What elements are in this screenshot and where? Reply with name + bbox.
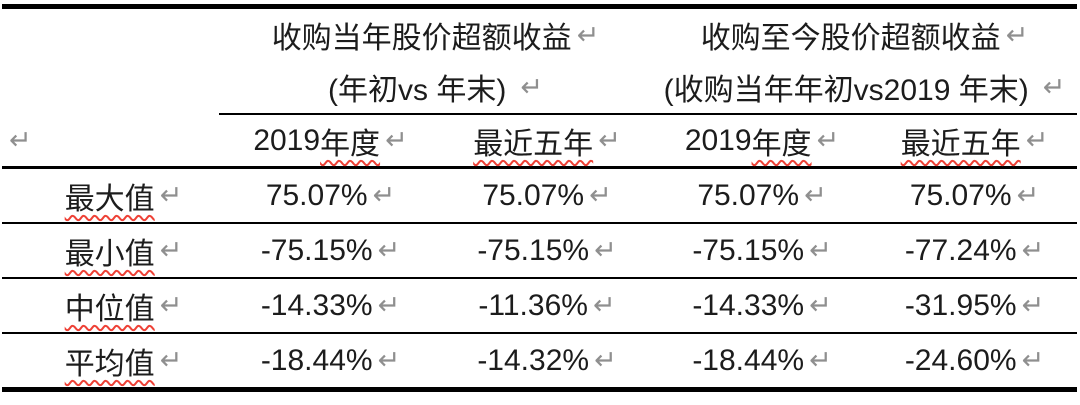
value-text: -75.15% [260, 233, 373, 267]
value-text: 75.07% [697, 178, 800, 212]
row-label: 最小值 ↵ [2, 229, 219, 273]
column-header-text: 2019 [684, 123, 752, 157]
column-header-text-flagged: 最近五年 [900, 127, 1021, 161]
column-header-5yr-b: 最近五年 ↵ [872, 119, 1077, 163]
column-header-2019-a: 2019 年度 ↵ [219, 119, 442, 163]
line-break-mark-icon: ↵ [159, 180, 183, 211]
line-break-mark-icon: ↵ [1042, 71, 1066, 103]
cell-value: 75.07% ↵ [442, 179, 652, 213]
column-header-text-flagged: 年度 [751, 127, 812, 161]
statistics-table: 收购当年股价超额收益 ↵ (年初vs 年末) ↵ 收购至今股价超额收益 ↵ (收购当年… [2, 4, 1077, 392]
value-text: 75.07% [482, 178, 585, 212]
line-break-mark-icon: ↵ [1025, 125, 1049, 156]
group-title: 收购至今股价超额收益 ↵ [701, 9, 1029, 61]
value-text: -18.44% [260, 343, 373, 377]
cell-value: -31.95% ↵ [872, 289, 1077, 323]
line-break-mark-icon: ↵ [159, 290, 183, 321]
line-break-mark-icon: ↵ [520, 71, 543, 103]
group-title: 收购当年股价超额收益 ↵ [272, 9, 600, 61]
table-row-min: 最小值 ↵ -75.15% ↵ -75.15% ↵ -75.15% ↵ -77.24% ↵ [2, 224, 1077, 279]
group-subtitle: (收购当年年初vs2019 年末) ↵ [664, 61, 1066, 113]
line-break-mark-icon: ↵ [816, 125, 840, 156]
line-break-mark-icon: ↵ [594, 345, 617, 376]
row-label-text: 中位值 [64, 292, 155, 326]
group-header-to-date: 收购至今股价超额收益 ↵ (收购当年年初vs2019 年末) ↵ [652, 9, 1077, 115]
line-break-mark-icon: ↵ [377, 235, 401, 266]
line-break-mark-icon: ↵ [1021, 235, 1045, 266]
line-break-mark-icon: ↵ [594, 235, 617, 266]
paragraph-mark-icon: ↵ [9, 125, 32, 156]
cell-value: 75.07% ↵ [872, 179, 1077, 213]
table-row-median: 中位值 ↵ -14.33% ↵ -11.36% ↵ -14.33% ↵ -31.95% ↵ [2, 279, 1077, 334]
value-text: 75.07% [909, 178, 1012, 212]
line-break-mark-icon: ↵ [377, 290, 401, 321]
row-label: 最大值 ↵ [2, 174, 219, 218]
value-text: 75.07% [265, 178, 368, 212]
value-text: -14.33% [260, 288, 373, 322]
value-text: -77.24% [904, 233, 1017, 267]
line-break-mark-icon: ↵ [159, 235, 183, 266]
cell-value: -18.44% ↵ [219, 344, 442, 378]
value-text: -24.60% [904, 343, 1017, 377]
cell-value: 75.07% ↵ [652, 179, 872, 213]
line-break-mark-icon: ↵ [809, 345, 832, 376]
group-subtitle-text: (年初vs 年末) [328, 74, 507, 107]
cell-value: -75.15% ↵ [219, 234, 442, 268]
cell-value: -75.15% ↵ [442, 234, 652, 268]
row-label-text: 最小值 [64, 237, 155, 271]
row-label-text: 平均值 [64, 347, 155, 381]
line-break-mark-icon: ↵ [159, 345, 183, 376]
line-break-mark-icon: ↵ [377, 345, 401, 376]
cell-value: -14.33% ↵ [652, 289, 872, 323]
row-label-text: 最大值 [64, 182, 155, 216]
cell-value: -14.33% ↵ [219, 289, 442, 323]
corner-cell: ↵ [2, 127, 219, 154]
group-title-text: 收购当年股价超额收益 [271, 22, 572, 55]
table-row-mean: 平均值 ↵ -18.44% ↵ -14.32% ↵ -18.44% ↵ -24.60% ↵ [2, 334, 1077, 387]
line-break-mark-icon: ↵ [385, 125, 408, 156]
cell-value: -75.15% ↵ [652, 234, 872, 268]
line-break-mark-icon: ↵ [1021, 345, 1045, 376]
line-break-mark-icon: ↵ [809, 290, 832, 321]
line-break-mark-icon: ↵ [1005, 19, 1029, 51]
group-header-current-year: 收购当年股价超额收益 ↵ (年初vs 年末) ↵ [219, 9, 652, 115]
column-header-text-flagged: 年度 [320, 127, 381, 161]
cell-value: 75.07% ↵ [219, 179, 442, 213]
line-break-mark-icon: ↵ [804, 180, 827, 211]
value-text: -75.15% [477, 233, 590, 267]
table-row-max: 最大值 ↵ 75.07% ↵ 75.07% ↵ 75.07% ↵ 75.07% ↵ [2, 169, 1077, 224]
line-break-mark-icon: ↵ [589, 180, 612, 211]
value-text: -31.95% [904, 288, 1017, 322]
line-break-mark-icon: ↵ [1021, 290, 1045, 321]
column-header-text: 2019 [253, 123, 321, 157]
value-text: -75.15% [692, 233, 805, 267]
cell-value: -11.36% ↵ [442, 289, 652, 323]
group-title-text: 收购至今股价超额收益 [700, 22, 1001, 55]
value-text: -14.33% [692, 288, 805, 322]
line-break-mark-icon: ↵ [576, 19, 600, 51]
row-label: 中位值 ↵ [2, 284, 219, 328]
cell-value: -14.32% ↵ [442, 344, 652, 378]
group-header-row: 收购当年股价超额收益 ↵ (年初vs 年末) ↵ 收购至今股价超额收益 ↵ (收购当年… [2, 9, 1077, 115]
group-subtitle-text: (收购当年年初vs2019 年末) [663, 74, 1029, 107]
value-text: -11.36% [478, 288, 588, 322]
cell-value: -18.44% ↵ [652, 344, 872, 378]
column-header-5yr-a: 最近五年 ↵ [442, 119, 652, 163]
line-break-mark-icon: ↵ [1016, 180, 1040, 211]
column-header-text-flagged: 最近五年 [473, 127, 594, 161]
group-subtitle: (年初vs 年末) ↵ [328, 61, 543, 113]
line-break-mark-icon: ↵ [592, 290, 616, 321]
row-label: 平均值 ↵ [2, 339, 219, 383]
line-break-mark-icon: ↵ [809, 235, 832, 266]
line-break-mark-icon: ↵ [598, 125, 621, 156]
column-header-2019-b: 2019 年度 ↵ [652, 119, 872, 163]
cell-value: -77.24% ↵ [872, 234, 1077, 268]
cell-value: -24.60% ↵ [872, 344, 1077, 378]
value-text: -14.32% [477, 343, 590, 377]
column-header-row: ↵ 2019 年度 ↵ 最近五年 ↵ 2019 年度 ↵ 最近五年 ↵ [2, 115, 1077, 169]
value-text: -18.44% [692, 343, 805, 377]
line-break-mark-icon: ↵ [372, 180, 396, 211]
group-header-empty-cell [2, 9, 219, 115]
